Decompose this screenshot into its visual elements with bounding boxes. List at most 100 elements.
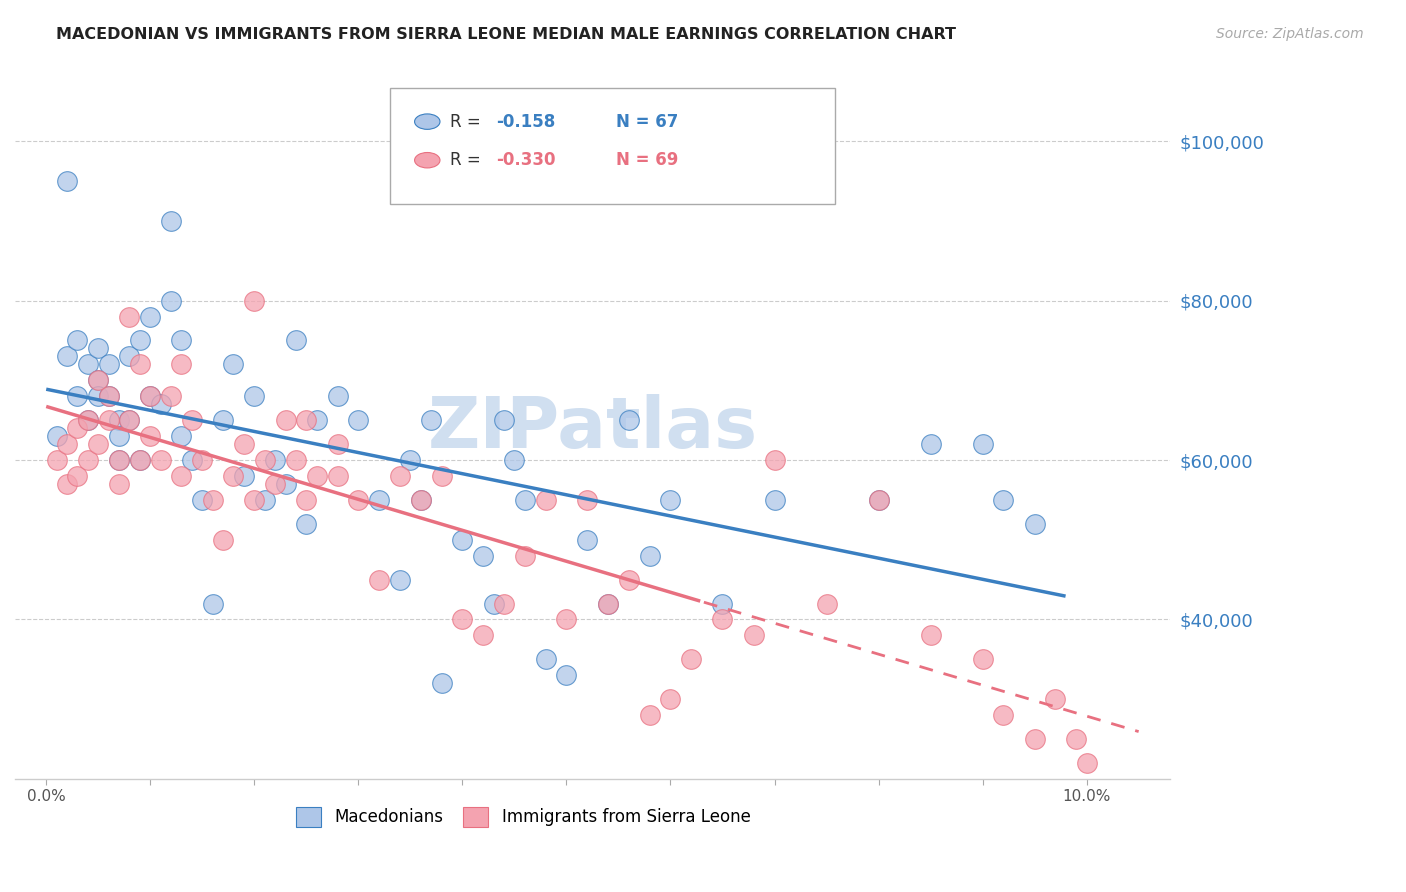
Point — [295, 516, 318, 531]
Point — [243, 293, 266, 308]
Point — [76, 413, 98, 427]
Point — [326, 389, 349, 403]
Point — [56, 477, 79, 491]
Point — [139, 310, 162, 324]
Point — [253, 453, 276, 467]
Point — [97, 413, 120, 427]
Legend: Macedonians, Immigrants from Sierra Leone: Macedonians, Immigrants from Sierra Leon… — [290, 800, 756, 834]
Point — [97, 389, 120, 403]
Point — [264, 453, 287, 467]
Point — [368, 573, 391, 587]
Point — [128, 334, 150, 348]
Point — [201, 597, 224, 611]
Point — [201, 492, 224, 507]
Point — [253, 492, 276, 507]
Point — [45, 453, 67, 467]
Point — [108, 453, 131, 467]
Text: -0.330: -0.330 — [496, 152, 557, 169]
Text: -0.158: -0.158 — [496, 112, 555, 130]
Point — [160, 293, 183, 308]
Point — [139, 429, 162, 443]
Point — [118, 350, 141, 364]
Point — [160, 389, 183, 403]
Point — [763, 453, 786, 467]
Point — [149, 397, 172, 411]
Point — [66, 389, 89, 403]
Point — [1024, 516, 1046, 531]
Point — [596, 597, 619, 611]
Point — [76, 413, 98, 427]
Point — [659, 692, 682, 706]
Point — [264, 477, 287, 491]
Point — [87, 389, 110, 403]
Point — [170, 334, 193, 348]
Point — [232, 469, 254, 483]
Point — [711, 597, 734, 611]
Point — [87, 373, 110, 387]
Point — [76, 358, 98, 372]
Point — [97, 389, 120, 403]
Point — [451, 612, 474, 626]
Point — [191, 492, 214, 507]
Point — [160, 214, 183, 228]
Point — [409, 492, 432, 507]
Point — [492, 413, 515, 427]
Point — [534, 652, 557, 666]
Point — [76, 453, 98, 467]
Point — [274, 413, 297, 427]
Point — [388, 573, 411, 587]
Point — [1024, 732, 1046, 747]
Point — [617, 413, 640, 427]
Point — [492, 597, 515, 611]
Point — [920, 437, 942, 451]
Point — [638, 549, 661, 563]
Point — [284, 453, 307, 467]
Point — [191, 453, 214, 467]
Point — [920, 628, 942, 642]
Point — [347, 492, 370, 507]
Point — [170, 358, 193, 372]
Point — [868, 492, 890, 507]
Point — [420, 413, 443, 427]
Point — [430, 676, 453, 690]
Text: N = 69: N = 69 — [616, 152, 678, 169]
Point — [170, 469, 193, 483]
Point — [295, 492, 318, 507]
Point — [139, 389, 162, 403]
Point — [326, 469, 349, 483]
Point — [555, 612, 578, 626]
Point — [87, 373, 110, 387]
Point — [596, 597, 619, 611]
Point — [108, 413, 131, 427]
Point — [326, 437, 349, 451]
FancyBboxPatch shape — [391, 88, 835, 203]
Point — [972, 437, 994, 451]
Point — [742, 628, 765, 642]
Point — [128, 453, 150, 467]
Text: ZIPatlas: ZIPatlas — [427, 393, 758, 463]
Point — [108, 429, 131, 443]
Point — [472, 549, 495, 563]
Text: R =: R = — [450, 152, 486, 169]
Point — [149, 453, 172, 467]
Point — [56, 437, 79, 451]
Point — [139, 389, 162, 403]
Point — [66, 469, 89, 483]
Point — [681, 652, 703, 666]
Point — [711, 612, 734, 626]
Point — [347, 413, 370, 427]
Point — [108, 477, 131, 491]
Point — [128, 358, 150, 372]
Point — [66, 421, 89, 435]
Point — [513, 492, 536, 507]
Point — [1064, 732, 1087, 747]
Point — [993, 708, 1015, 723]
Point — [513, 549, 536, 563]
Point — [97, 358, 120, 372]
Point — [815, 597, 838, 611]
Point — [576, 492, 599, 507]
Point — [388, 469, 411, 483]
Point — [45, 429, 67, 443]
Point — [243, 492, 266, 507]
Point — [180, 453, 202, 467]
